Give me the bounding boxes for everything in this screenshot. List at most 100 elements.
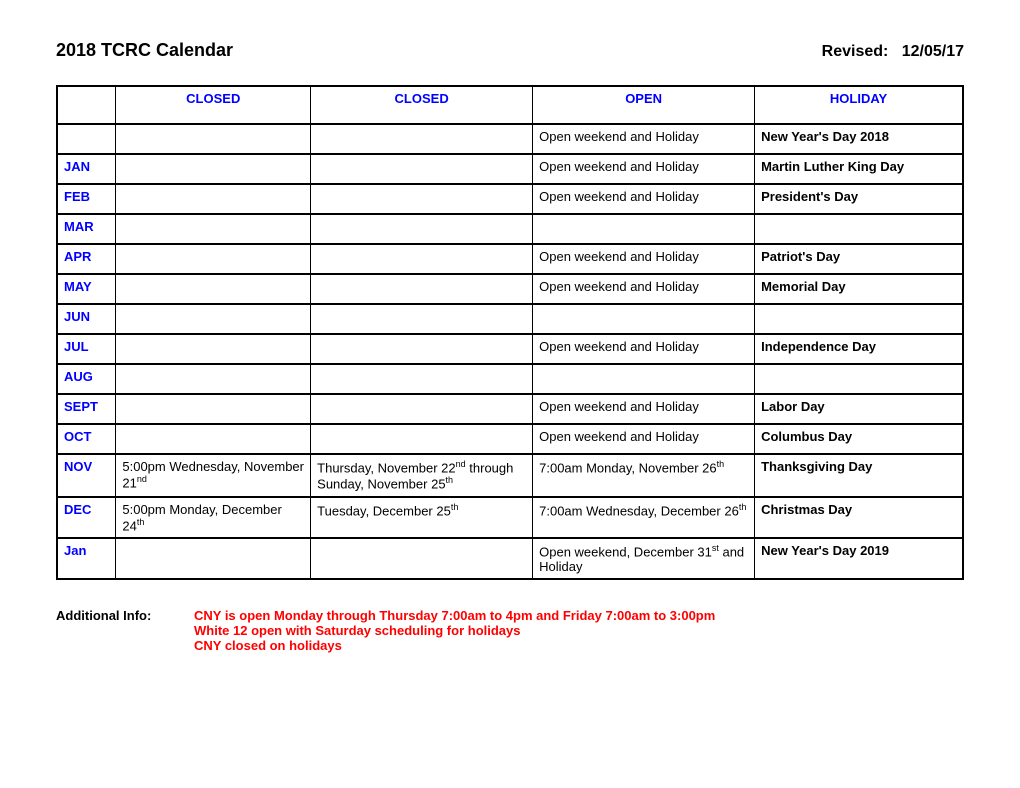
closed1-cell [116, 394, 311, 424]
table-row: FEB Open weekend and HolidayPresident's D… [57, 184, 963, 214]
holiday-cell: Labor Day [755, 394, 963, 424]
month-cell: NOV [57, 454, 116, 497]
table-row: Open weekend and HolidayNew Year's Day 2… [57, 124, 963, 154]
month-cell: MAR [57, 214, 116, 244]
holiday-cell [755, 214, 963, 244]
open-cell: Open weekend and Holiday [533, 424, 755, 454]
open-cell [533, 364, 755, 394]
open-cell: Open weekend and Holiday [533, 154, 755, 184]
table-row: JUL Open weekend and HolidayIndependence … [57, 334, 963, 364]
table-header-row: CLOSED CLOSED OPEN HOLIDAY [57, 86, 963, 124]
closed1-cell [116, 154, 311, 184]
open-cell: 7:00am Monday, November 26th [533, 454, 755, 497]
closed2-cell [311, 334, 533, 364]
holiday-cell: Thanksgiving Day [755, 454, 963, 497]
additional-info-line: CNY is open Monday through Thursday 7:00… [194, 608, 715, 623]
closed2-cell: Tuesday, December 25th [311, 497, 533, 538]
closed2-cell [311, 154, 533, 184]
additional-info-line: CNY closed on holidays [194, 638, 715, 653]
header-closed1: CLOSED [116, 86, 311, 124]
open-cell: 7:00am Wednesday, December 26th [533, 497, 755, 538]
additional-info-label: Additional Info: [56, 608, 194, 653]
open-cell: Open weekend and Holiday [533, 244, 755, 274]
month-cell [57, 124, 116, 154]
closed2-cell: Thursday, November 22nd through Sunday, … [311, 454, 533, 497]
closed2-cell [311, 244, 533, 274]
open-cell: Open weekend and Holiday [533, 184, 755, 214]
closed2-cell [311, 184, 533, 214]
closed1-cell [116, 274, 311, 304]
closed1-cell [116, 244, 311, 274]
table-row: NOV5:00pm Wednesday, November 21ndThursd… [57, 454, 963, 497]
closed2-cell [311, 304, 533, 334]
month-cell: DEC [57, 497, 116, 538]
closed2-cell [311, 424, 533, 454]
month-cell: Jan [57, 538, 116, 579]
month-cell: JAN [57, 154, 116, 184]
closed1-cell: 5:00pm Monday, December 24th [116, 497, 311, 538]
closed2-cell [311, 394, 533, 424]
header-month [57, 86, 116, 124]
open-cell [533, 214, 755, 244]
holiday-cell: Independence Day [755, 334, 963, 364]
calendar-table: CLOSED CLOSED OPEN HOLIDAY Open weekend … [56, 85, 964, 580]
revised-text: Revised: 12/05/17 [822, 43, 964, 61]
table-row: SEPT Open weekend and HolidayLabor Day [57, 394, 963, 424]
open-cell: Open weekend and Holiday [533, 394, 755, 424]
table-row: AUG [57, 364, 963, 394]
closed1-cell [116, 214, 311, 244]
month-cell: AUG [57, 364, 116, 394]
closed1-cell [116, 364, 311, 394]
table-row: MAR [57, 214, 963, 244]
closed2-cell [311, 124, 533, 154]
page-title: 2018 TCRC Calendar [56, 40, 233, 61]
open-cell [533, 304, 755, 334]
table-row: OCT Open weekend and HolidayColumbus Day [57, 424, 963, 454]
closed1-cell [116, 124, 311, 154]
open-cell: Open weekend and Holiday [533, 124, 755, 154]
closed1-cell [116, 538, 311, 579]
revised-date: 12/05/17 [902, 43, 964, 60]
holiday-cell: Memorial Day [755, 274, 963, 304]
month-cell: FEB [57, 184, 116, 214]
table-row: JUN [57, 304, 963, 334]
additional-info-lines: CNY is open Monday through Thursday 7:00… [194, 608, 715, 653]
closed2-cell [311, 538, 533, 579]
holiday-cell: President's Day [755, 184, 963, 214]
holiday-cell: Martin Luther King Day [755, 154, 963, 184]
month-cell: JUL [57, 334, 116, 364]
holiday-cell: Patriot's Day [755, 244, 963, 274]
closed2-cell [311, 364, 533, 394]
closed2-cell [311, 214, 533, 244]
closed1-cell [116, 334, 311, 364]
additional-info: Additional Info: CNY is open Monday thro… [56, 608, 964, 653]
table-row: APR Open weekend and HolidayPatriot's Day [57, 244, 963, 274]
revised-label: Revised: [822, 43, 889, 60]
closed2-cell [311, 274, 533, 304]
holiday-cell: Columbus Day [755, 424, 963, 454]
closed1-cell [116, 304, 311, 334]
header-holiday: HOLIDAY [755, 86, 963, 124]
holiday-cell [755, 304, 963, 334]
additional-info-line: White 12 open with Saturday scheduling f… [194, 623, 715, 638]
month-cell: APR [57, 244, 116, 274]
open-cell: Open weekend and Holiday [533, 334, 755, 364]
table-row: Jan Open weekend, December 31st and Holid… [57, 538, 963, 579]
table-row: DEC5:00pm Monday, December 24thTuesday, … [57, 497, 963, 538]
table-row: MAY Open weekend and HolidayMemorial Day [57, 274, 963, 304]
header-closed2: CLOSED [311, 86, 533, 124]
holiday-cell: New Year's Day 2018 [755, 124, 963, 154]
table-row: JAN Open weekend and HolidayMartin Luther… [57, 154, 963, 184]
holiday-cell: Christmas Day [755, 497, 963, 538]
holiday-cell [755, 364, 963, 394]
header-open: OPEN [533, 86, 755, 124]
closed1-cell [116, 424, 311, 454]
month-cell: MAY [57, 274, 116, 304]
month-cell: SEPT [57, 394, 116, 424]
closed1-cell [116, 184, 311, 214]
holiday-cell: New Year's Day 2019 [755, 538, 963, 579]
month-cell: JUN [57, 304, 116, 334]
open-cell: Open weekend and Holiday [533, 274, 755, 304]
month-cell: OCT [57, 424, 116, 454]
open-cell: Open weekend, December 31st and Holiday [533, 538, 755, 579]
